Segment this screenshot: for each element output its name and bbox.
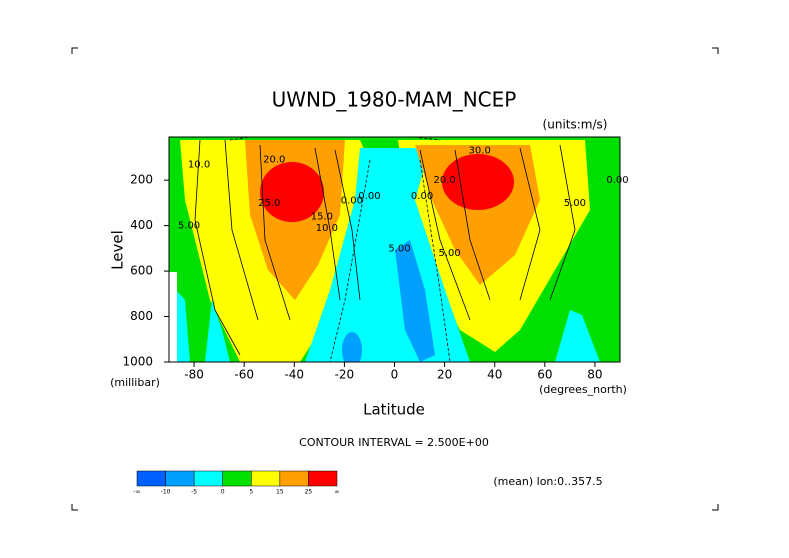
colorbar-swatch — [136, 470, 166, 487]
contour-label: 30.0 — [469, 146, 491, 157]
colorbar-label: -10 — [161, 489, 171, 496]
colorbar-label: 0 — [221, 489, 225, 496]
contour-label: 20.0 — [433, 175, 455, 186]
y-tick-label: 600 — [130, 264, 153, 278]
contour-fill — [442, 154, 514, 210]
contour-field — [169, 137, 620, 362]
x-tick-label: 60 — [537, 368, 552, 382]
colorbar-label: 5 — [249, 489, 253, 496]
units: (units:m/s) — [543, 118, 608, 132]
contour-fill — [176, 290, 190, 362]
y-tick-label: 400 — [130, 218, 153, 232]
contour-fill — [395, 240, 435, 362]
missing-data — [169, 272, 177, 362]
colorbar-swatch — [251, 470, 281, 487]
contour-label: 10.0 — [188, 159, 210, 170]
contour-label: 0.00 — [341, 196, 363, 207]
colorbar-swatch — [165, 470, 195, 487]
x-tick-label: 0 — [391, 368, 399, 382]
contour-label: 0.00 — [606, 175, 628, 186]
colorbar-label: 15 — [276, 489, 284, 496]
x-tick-label: 20 — [437, 368, 452, 382]
colorbar-label: -5 — [191, 489, 197, 496]
contour-label: 15.0 — [311, 212, 333, 223]
contour-label: 5.00 — [438, 248, 460, 259]
contour-line — [419, 144, 576, 321]
colorbar-label: 25 — [305, 489, 313, 496]
contour-line — [229, 137, 451, 362]
contour-fill — [555, 310, 600, 362]
contour-fill — [305, 148, 470, 362]
contour-line — [194, 139, 361, 356]
contour-label: 5.00 — [564, 198, 586, 209]
contour-fill — [342, 332, 362, 362]
colorbar: -∞ -10 -5 0 5 15 25 ∞ — [133, 470, 340, 496]
contour-label: 20.0 — [263, 155, 285, 166]
y-unit: (millibar) — [110, 376, 160, 389]
chart-title: UWND_1980-MAM_NCEP — [272, 88, 517, 112]
contour-label: 25.0 — [258, 198, 280, 209]
colorbar-swatch — [222, 470, 252, 487]
colorbar-swatch — [279, 470, 309, 487]
colorbar-swatch — [308, 470, 338, 487]
x-axis-label: Latitude — [363, 401, 425, 419]
colorbar-label: ∞ — [335, 489, 340, 496]
colorbar-label: -∞ — [133, 489, 140, 496]
contour-fill — [205, 300, 230, 362]
y-tick-label: 800 — [130, 309, 153, 323]
x-unit: (degrees_north) — [539, 383, 627, 396]
y-tick-label: 200 — [130, 173, 153, 187]
contour-label: 10.0 — [316, 223, 338, 234]
contour-label: 0.00 — [358, 191, 380, 202]
contour-label: 5.00 — [388, 243, 410, 254]
x-tick-label: 80 — [587, 368, 602, 382]
x-tick-label: -40 — [284, 368, 304, 382]
contour-label: 0.00 — [411, 191, 433, 202]
mean-note: (mean) lon:0..357.5 — [493, 475, 602, 488]
contour-label: 5.00 — [178, 221, 200, 232]
contour-fill — [260, 162, 324, 222]
x-tick-label: -60 — [234, 368, 254, 382]
contour-interval: CONTOUR INTERVAL = 2.500E+00 — [299, 436, 489, 449]
x-tick-label: -80 — [184, 368, 204, 382]
corner-marks — [71, 47, 719, 511]
y-axis-label: Level — [109, 230, 127, 270]
x-tick-label: 40 — [487, 368, 502, 382]
x-tick-label: -20 — [335, 368, 355, 382]
colorbar-swatch — [193, 470, 223, 487]
y-tick-label: 1000 — [122, 355, 153, 369]
